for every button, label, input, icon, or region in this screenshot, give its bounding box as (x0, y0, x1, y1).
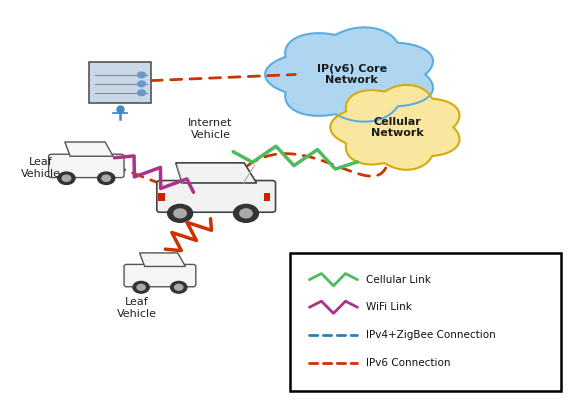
Circle shape (137, 284, 145, 290)
Circle shape (168, 204, 193, 222)
Text: Cellular Link: Cellular Link (366, 275, 431, 285)
Polygon shape (176, 163, 257, 183)
Polygon shape (265, 27, 433, 121)
Text: IPv6 Connection: IPv6 Connection (366, 357, 450, 368)
Circle shape (98, 172, 115, 184)
Bar (264, 193, 270, 201)
Bar (158, 193, 165, 201)
Polygon shape (140, 253, 185, 266)
FancyBboxPatch shape (124, 264, 196, 287)
Polygon shape (331, 85, 460, 170)
Circle shape (58, 172, 75, 184)
Circle shape (137, 81, 145, 87)
Text: WiFi Link: WiFi Link (366, 302, 412, 312)
FancyBboxPatch shape (157, 180, 275, 212)
Circle shape (174, 209, 186, 218)
Circle shape (137, 72, 145, 78)
Circle shape (133, 281, 149, 293)
Polygon shape (65, 142, 113, 156)
Text: Leaf
Vehicle: Leaf Vehicle (21, 157, 61, 179)
Circle shape (137, 90, 145, 96)
Text: Cellular
Network: Cellular Network (371, 117, 423, 138)
Circle shape (170, 281, 187, 293)
Circle shape (233, 204, 258, 222)
FancyBboxPatch shape (290, 253, 561, 391)
Circle shape (102, 175, 111, 181)
Text: Leaf
Vehicle: Leaf Vehicle (117, 297, 157, 319)
Text: IPv4+ZigBee Connection: IPv4+ZigBee Connection (366, 330, 496, 340)
FancyBboxPatch shape (89, 62, 151, 103)
Circle shape (62, 175, 71, 181)
Circle shape (175, 284, 183, 290)
Circle shape (240, 209, 252, 218)
Text: IP(v6) Core
Network: IP(v6) Core Network (317, 64, 387, 85)
FancyBboxPatch shape (49, 154, 124, 178)
Text: Internet
Vehicle: Internet Vehicle (189, 118, 233, 139)
